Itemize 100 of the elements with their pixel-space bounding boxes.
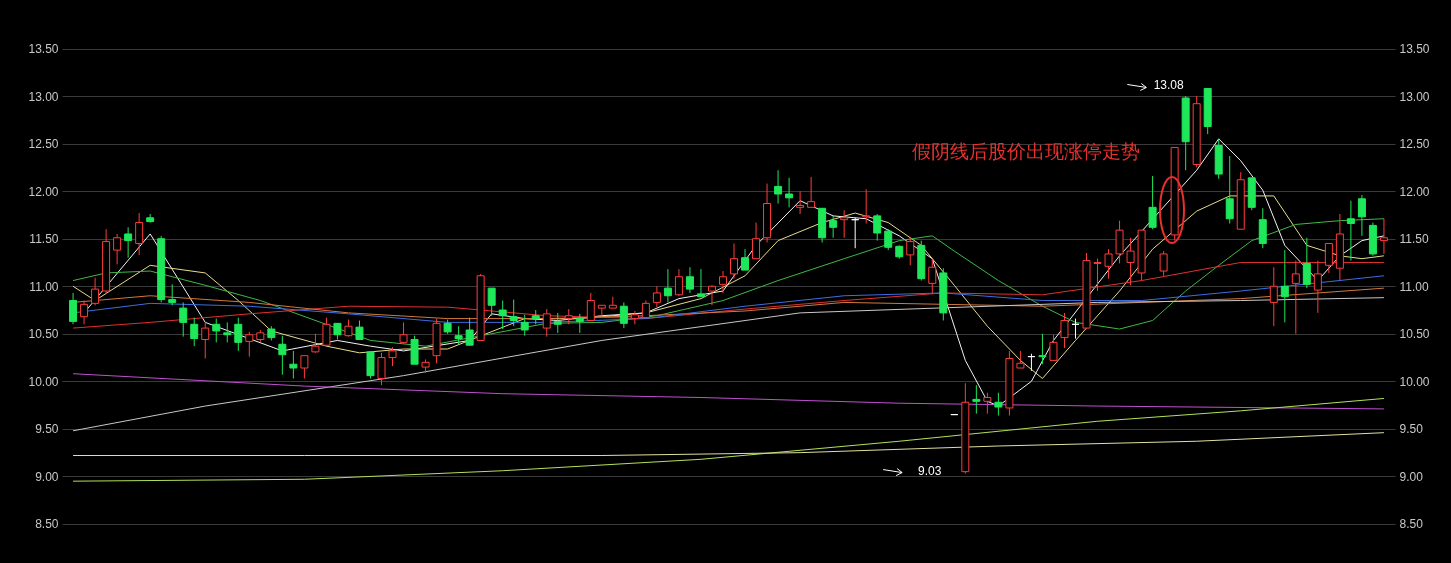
y2-tick-label: 11.50 bbox=[1399, 232, 1429, 247]
candlestick bbox=[168, 283, 177, 306]
y-tick-label: 12.00 bbox=[28, 184, 59, 199]
y2-tick-label: 10.50 bbox=[1399, 327, 1430, 342]
candlestick bbox=[1379, 218, 1388, 255]
candlestick bbox=[741, 248, 750, 271]
candlestick bbox=[212, 318, 221, 343]
candlestick bbox=[553, 312, 562, 334]
candlestick bbox=[190, 317, 199, 347]
candlestick bbox=[223, 321, 232, 343]
y2-tick-label: 12.50 bbox=[1399, 137, 1430, 152]
candlestick bbox=[80, 300, 89, 325]
candlestick bbox=[388, 346, 397, 367]
candlestick bbox=[586, 292, 595, 321]
candlestick bbox=[1148, 175, 1157, 230]
candlestick bbox=[1093, 258, 1102, 292]
candlestick bbox=[906, 236, 915, 266]
candlestick bbox=[1115, 220, 1124, 264]
candlestick bbox=[774, 169, 783, 205]
candlestick bbox=[289, 350, 298, 379]
candlestick bbox=[1291, 260, 1300, 335]
line-series bbox=[72, 397, 1385, 482]
candlestick bbox=[619, 301, 628, 329]
candlestick bbox=[377, 352, 386, 386]
candlestick bbox=[884, 228, 893, 251]
candlestick bbox=[994, 392, 1003, 417]
candlestick bbox=[796, 190, 805, 215]
candlestick bbox=[322, 317, 331, 347]
candlestick bbox=[1060, 312, 1069, 349]
candlestick bbox=[829, 215, 838, 239]
candlestick bbox=[465, 317, 474, 346]
line-series bbox=[72, 432, 1385, 457]
candlestick bbox=[663, 268, 672, 303]
y-tick-label: 11.00 bbox=[29, 279, 59, 294]
y-tick-label: 10.50 bbox=[28, 327, 59, 342]
candlestick bbox=[542, 308, 551, 338]
candlestick bbox=[752, 222, 761, 260]
line-series bbox=[72, 261, 1385, 329]
y2-tick-label: 12.00 bbox=[1399, 184, 1430, 199]
candlestick bbox=[311, 333, 320, 354]
y-tick-label: 10.00 bbox=[28, 374, 59, 389]
line-series bbox=[72, 218, 1385, 347]
candlestick bbox=[730, 242, 739, 280]
candlestick bbox=[707, 284, 716, 306]
candlestick bbox=[135, 212, 144, 256]
y2-tick-label: 10.00 bbox=[1399, 374, 1430, 389]
candlestick bbox=[873, 213, 882, 242]
candlestick bbox=[1280, 249, 1289, 323]
candlestick bbox=[575, 313, 584, 334]
candlestick bbox=[520, 314, 529, 337]
candlestick bbox=[696, 268, 705, 298]
y-tick-label: 8.50 bbox=[35, 517, 59, 532]
candlestick bbox=[1049, 334, 1058, 361]
annotation: 9.03 bbox=[917, 463, 942, 478]
candlestick bbox=[1302, 237, 1311, 289]
candlestick bbox=[785, 177, 794, 208]
candlestick bbox=[1346, 200, 1355, 262]
candlestick bbox=[807, 176, 816, 208]
candlestick bbox=[685, 266, 694, 294]
y-tick-label: 9.00 bbox=[35, 469, 59, 484]
candlestick bbox=[509, 299, 518, 327]
candlestick bbox=[862, 188, 871, 224]
candlestick bbox=[1104, 248, 1113, 280]
y-tick-label: 12.50 bbox=[28, 137, 59, 152]
candlestick bbox=[718, 270, 727, 294]
candlestick bbox=[1269, 266, 1278, 327]
candlestick bbox=[1126, 237, 1135, 286]
candlestick bbox=[1159, 250, 1168, 277]
candlestick bbox=[91, 277, 100, 306]
candlestick bbox=[1258, 207, 1267, 249]
candlestick bbox=[366, 351, 375, 379]
candlestick bbox=[972, 384, 981, 415]
y2-tick-label: 9.50 bbox=[1399, 422, 1424, 437]
candlestick bbox=[498, 300, 507, 330]
candlestick bbox=[201, 321, 210, 360]
candlestick bbox=[300, 355, 309, 379]
candlestick bbox=[1357, 194, 1366, 237]
candlestick bbox=[245, 331, 254, 358]
line-series bbox=[72, 195, 1385, 379]
candlestick bbox=[454, 325, 463, 345]
y-tick-label: 11.50 bbox=[29, 232, 59, 247]
candlestick bbox=[124, 226, 133, 259]
candlestick bbox=[928, 258, 937, 295]
candlestick bbox=[630, 310, 639, 325]
candlestick bbox=[487, 287, 496, 317]
y-tick-label: 9.50 bbox=[35, 422, 59, 437]
y-tick-label: 13.00 bbox=[28, 89, 59, 104]
y2-tick-label: 9.00 bbox=[1399, 469, 1424, 484]
y2-tick-label: 11.00 bbox=[1399, 279, 1429, 294]
candlestick bbox=[355, 319, 364, 340]
candlestick bbox=[113, 233, 122, 265]
y-tick-label: 13.50 bbox=[28, 42, 59, 57]
candlestick bbox=[983, 392, 992, 415]
y2-tick-label: 8.50 bbox=[1399, 517, 1424, 532]
candlestick bbox=[179, 301, 188, 338]
candlestick bbox=[278, 335, 287, 376]
candlestick bbox=[1038, 333, 1047, 365]
y2-tick-label: 13.00 bbox=[1399, 89, 1430, 104]
candlestick bbox=[69, 292, 78, 325]
candlestick bbox=[652, 285, 661, 308]
